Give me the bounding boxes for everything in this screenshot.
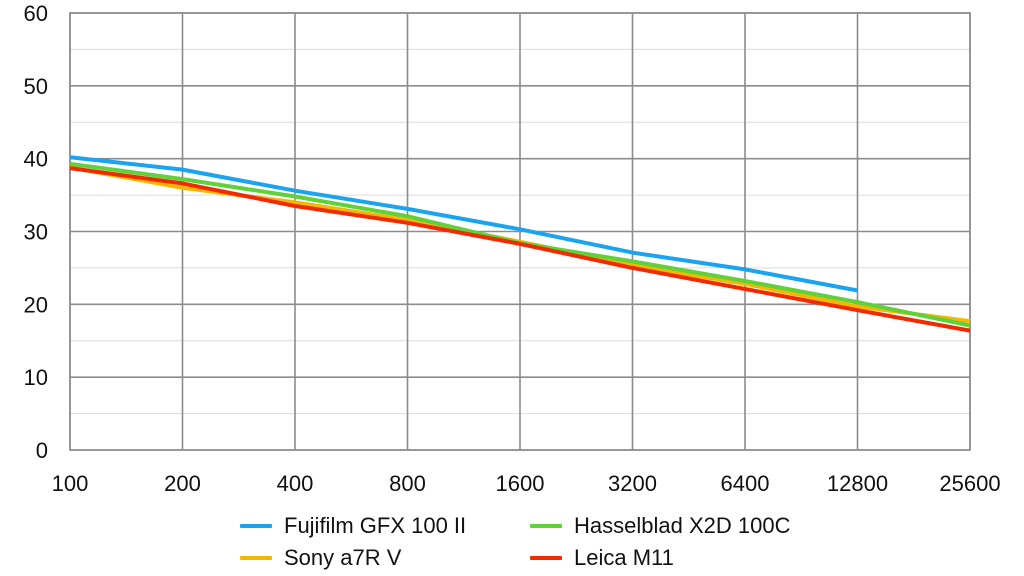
y-tick-label: 40: [24, 147, 48, 172]
x-tick-label: 3200: [608, 471, 657, 496]
x-tick-label: 200: [164, 471, 201, 496]
legend-swatch: [240, 524, 272, 528]
series-layer: [69, 155, 971, 333]
legend-label: Fujifilm GFX 100 II: [284, 513, 467, 538]
series-line: [69, 155, 858, 293]
x-axis-tick-labels: 100 200 400 800 1600 3200 6400 12800 25600: [52, 471, 1001, 496]
y-tick-label: 50: [24, 74, 48, 99]
plot-frame: [69, 12, 971, 451]
legend-item: Sony a7R V: [240, 544, 530, 572]
legend-swatch: [240, 556, 272, 560]
legend-swatch: [530, 556, 562, 560]
plot-border: [69, 12, 971, 451]
x-tick-label: 12800: [827, 471, 888, 496]
x-tick-label: 1600: [496, 471, 545, 496]
legend-swatch: [530, 524, 562, 528]
legend-label: Hasselblad X2D 100C: [574, 513, 791, 538]
series-line: [69, 166, 971, 333]
legend-label: Leica M11: [574, 545, 674, 570]
y-axis-tick-labels: 0 10 20 30 40 50 60: [24, 1, 48, 463]
legend-label: Sony a7R V: [284, 545, 402, 570]
x-tick-label: 800: [389, 471, 426, 496]
y-tick-label: 60: [24, 1, 48, 26]
legend-item: Hasselblad X2D 100C: [530, 512, 830, 540]
y-tick-label: 20: [24, 292, 48, 317]
y-tick-label: 30: [24, 220, 48, 245]
y-tick-label: 10: [24, 365, 48, 390]
y-tick-label: 0: [36, 438, 48, 463]
legend-item: Leica M11: [530, 544, 830, 572]
x-tick-label: 400: [277, 471, 314, 496]
legend: Fujifilm GFX 100 II Hasselblad X2D 100C So…: [0, 508, 1024, 576]
major-grid: [69, 12, 971, 451]
x-tick-label: 25600: [939, 471, 1000, 496]
legend-item: Fujifilm GFX 100 II: [240, 512, 530, 540]
x-tick-label: 100: [52, 471, 89, 496]
x-tick-label: 6400: [721, 471, 770, 496]
legend-grid: Fujifilm GFX 100 II Hasselblad X2D 100C So…: [240, 512, 830, 572]
